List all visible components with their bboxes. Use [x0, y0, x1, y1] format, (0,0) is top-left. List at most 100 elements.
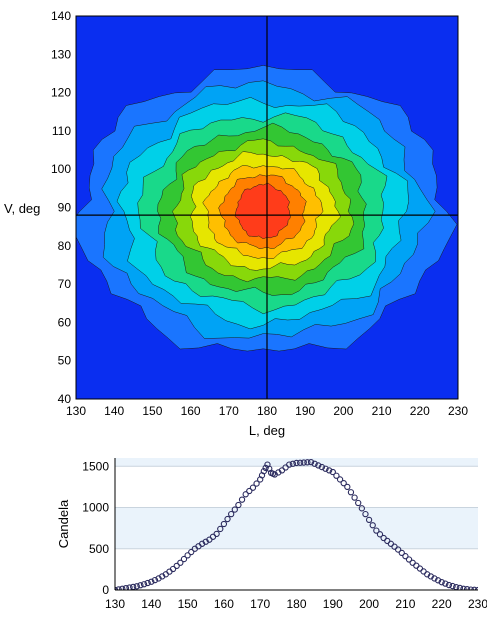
profile-point [369, 522, 376, 529]
contour-y-tick-100: 100 [51, 162, 71, 176]
contour-y-tick-labels: 40 50 60 70 80 90 100 110 120 130 140 [51, 9, 71, 406]
profile-point [235, 501, 242, 509]
profile-point [137, 582, 144, 589]
profile-point [311, 460, 318, 467]
profile-y-axis-title: Candela [56, 499, 71, 548]
contour-y-tick-80: 80 [58, 239, 72, 253]
profile-point [460, 585, 467, 590]
profile-point [115, 586, 122, 590]
contour-x-tick-180: 180 [257, 404, 277, 418]
profile-point [180, 555, 188, 563]
profile-point [253, 480, 260, 487]
profile-point [220, 520, 228, 528]
contour-y-tick-60: 60 [58, 315, 72, 329]
profile-point [228, 510, 235, 518]
contour-x-tick-140: 140 [104, 404, 124, 418]
profile-point [144, 579, 151, 587]
profile-point [213, 530, 220, 538]
profile-x-tick-170: 170 [250, 597, 270, 611]
profile-point [151, 576, 159, 584]
profile-x-tick-200: 200 [359, 597, 379, 611]
contour-x-tick-130: 130 [66, 404, 86, 418]
contour-x-axis-title: L, deg [249, 423, 285, 438]
contour-x-tick-210: 210 [372, 404, 392, 418]
profile-point [402, 553, 409, 560]
profile-point [463, 586, 471, 590]
profile-point [344, 483, 351, 491]
profile-x-tick-210: 210 [395, 597, 415, 611]
profile-point [326, 467, 333, 474]
profile-point [434, 577, 442, 584]
profile-x-tick-150: 150 [178, 597, 198, 611]
profile-point [217, 525, 224, 533]
profile-point [242, 491, 249, 498]
profile-point [262, 464, 269, 472]
profile-point [373, 527, 380, 534]
profile-gridlines [115, 465, 478, 550]
profile-point [133, 583, 140, 590]
contour-x-tick-labels: 130 140 150 160 170 180 190 200 210 220 230 [66, 404, 468, 418]
profile-point [405, 556, 413, 563]
profile-point [246, 487, 253, 495]
contour-y-tick-40: 40 [58, 392, 72, 406]
profile-points [115, 458, 478, 590]
profile-point [140, 581, 148, 588]
profile-point [173, 562, 180, 570]
profile-point [376, 531, 384, 538]
profile-point [300, 459, 307, 466]
profile-point [445, 581, 453, 589]
profile-point [365, 516, 373, 524]
profile-y-tick-labels: 0 500 1000 1500 [82, 459, 109, 597]
profile-point [322, 465, 329, 472]
profile-grid-bands [115, 458, 478, 549]
profile-point [293, 459, 300, 467]
contour-x-tick-150: 150 [142, 404, 162, 418]
profile-point [394, 546, 402, 553]
profile-point [431, 575, 438, 582]
contour-y-tick-70: 70 [58, 277, 72, 291]
profile-point [296, 459, 304, 466]
contour-level-10 [234, 182, 291, 239]
profile-x-tick-140: 140 [141, 597, 161, 611]
contour-y-axis-title: V, deg [4, 201, 40, 216]
profile-chart: 130 140 150 160 170 180 190 200 210 220 230 0 500 10… [56, 458, 487, 611]
contour-x-tick-230: 230 [448, 404, 468, 418]
profile-point [177, 559, 184, 566]
profile-point [474, 586, 478, 590]
profile-point [362, 510, 369, 518]
profile-point [340, 480, 347, 487]
profile-x-tick-labels: 130 140 150 160 170 180 190 200 210 220 230 [105, 597, 487, 611]
contour-plot-frame [75, 15, 459, 400]
profile-point [188, 548, 195, 556]
profile-x-tick-190: 190 [323, 597, 343, 611]
profile-point [286, 461, 293, 468]
contour-x-tick-220: 220 [410, 404, 430, 418]
profile-point [329, 468, 336, 476]
profile-point [307, 458, 315, 466]
profile-point [333, 472, 340, 479]
profile-point [260, 468, 267, 475]
contour-x-tick-170: 170 [219, 404, 239, 418]
profile-point [449, 582, 456, 590]
profile-point [456, 584, 463, 590]
profile-point [318, 463, 326, 471]
contour-y-tick-50: 50 [58, 354, 72, 368]
profile-point [148, 578, 155, 585]
profile-x-tick-180: 180 [286, 597, 306, 611]
profile-band-top [115, 458, 478, 467]
contour-chart: 130 140 150 160 170 180 190 200 210 220 230 40 50 60… [4, 9, 468, 438]
profile-point [336, 476, 344, 483]
contour-y-tick-120: 120 [51, 86, 71, 100]
profile-point [442, 580, 449, 587]
profile-y-tick-1500: 1500 [82, 459, 109, 473]
profile-point [351, 494, 358, 501]
profile-point [238, 496, 246, 503]
profile-point [355, 499, 362, 507]
profile-x-tick-220: 220 [432, 597, 452, 611]
profile-x-tick-230: 230 [468, 597, 487, 611]
profile-point [119, 585, 126, 590]
profile-point [289, 460, 297, 467]
contour-x-tick-190: 190 [295, 404, 315, 418]
profile-x-tick-160: 160 [214, 597, 234, 611]
